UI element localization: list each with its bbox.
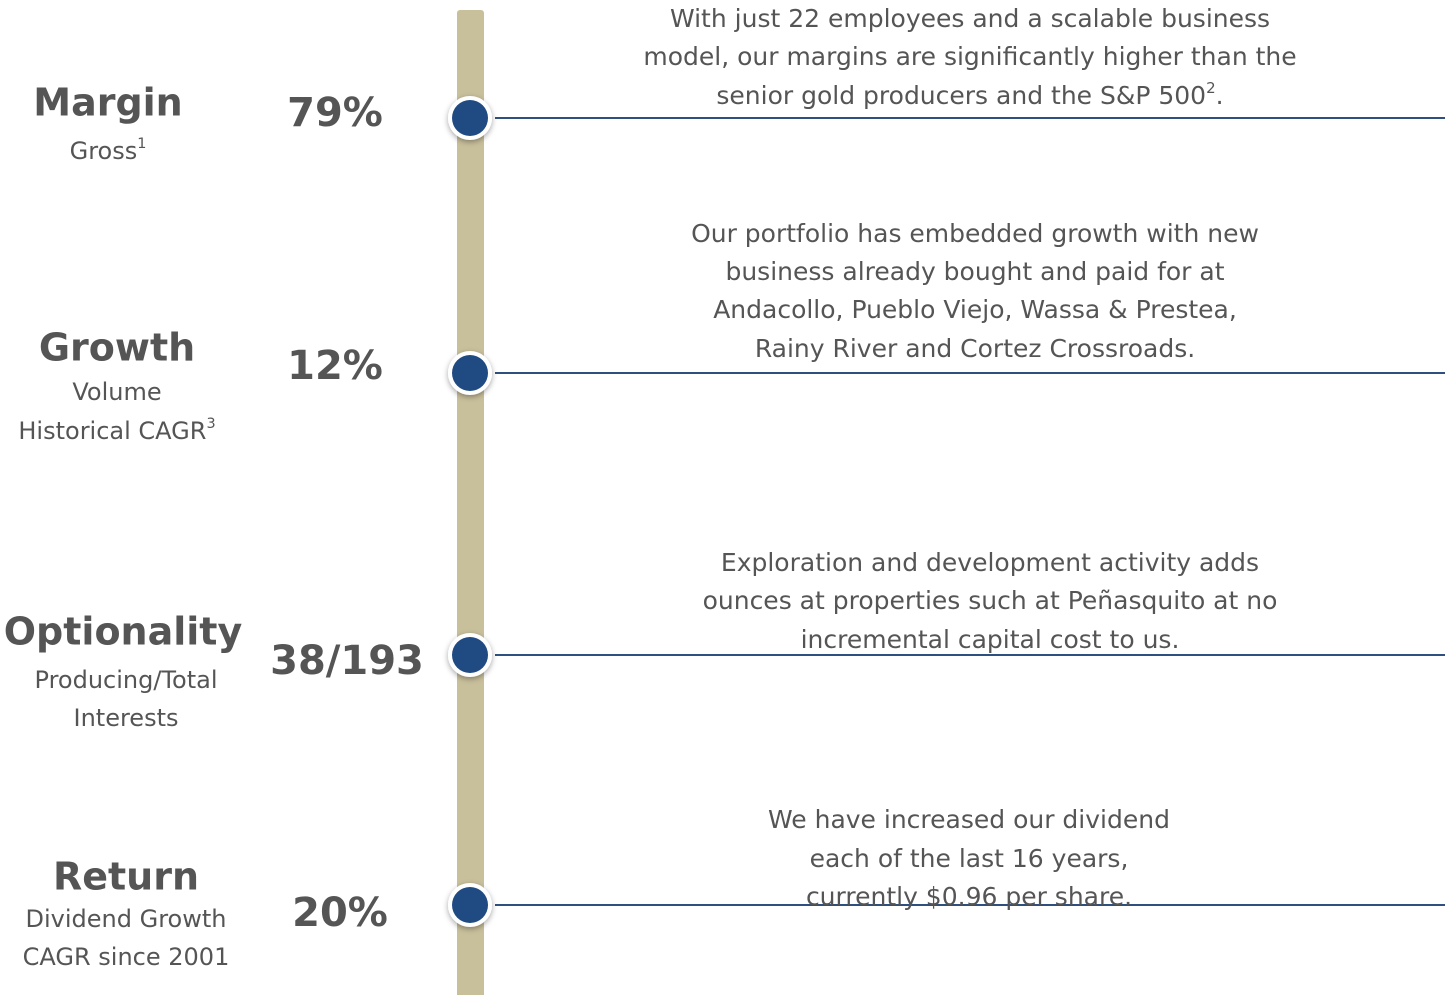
item-subtitle-text: Gross xyxy=(70,137,138,165)
timeline-dot-inner xyxy=(452,355,488,391)
item-description: currently $0.96 per share. xyxy=(806,882,1132,911)
item-description: senior gold producers and the S&P 5002. xyxy=(716,79,1223,111)
item-description: Rainy River and Cortez Crossroads. xyxy=(755,334,1195,363)
item-title: Optionality xyxy=(4,610,243,654)
timeline-dot-inner xyxy=(452,637,488,673)
item-subtitle: Gross1 xyxy=(70,136,147,165)
timeline-dot-inner xyxy=(452,887,488,923)
item-subtitle: Interests xyxy=(74,704,179,732)
item-description: Exploration and development activity add… xyxy=(721,548,1259,577)
item-subtitle-text: Historical CAGR xyxy=(18,417,206,445)
item-description: incremental capital cost to us. xyxy=(801,625,1180,654)
item-description: We have increased our dividend xyxy=(768,805,1170,834)
item-subtitle: Producing/Total xyxy=(35,666,218,694)
item-description: each of the last 16 years, xyxy=(810,844,1129,873)
superscript: 2 xyxy=(1206,79,1216,97)
item-title: Growth xyxy=(39,326,195,370)
item-value: 79% xyxy=(287,90,383,136)
item-description: model, our margins are significantly hig… xyxy=(643,42,1296,71)
content: Margin Gross1 79% With just 22 employees an… xyxy=(4,4,1445,971)
item-description-tail: . xyxy=(1216,81,1224,110)
item-description: business already bought and paid for at xyxy=(725,257,1224,286)
item-description: Andacollo, Pueblo Viejo, Wassa & Prestea… xyxy=(713,295,1237,324)
item-description: Our portfolio has embedded growth with n… xyxy=(691,219,1259,248)
item-subtitle: Dividend Growth xyxy=(26,905,227,933)
item-value: 12% xyxy=(287,343,383,389)
item-value: 38/193 xyxy=(270,638,424,684)
item-description-text: senior gold producers and the S&P 500 xyxy=(716,81,1206,110)
item-value: 20% xyxy=(292,890,388,936)
item-title: Return xyxy=(53,855,199,899)
superscript: 3 xyxy=(206,416,215,432)
superscript: 1 xyxy=(137,136,146,152)
timeline-dot-inner xyxy=(452,100,488,136)
item-title: Margin xyxy=(33,81,182,125)
item-subtitle: Historical CAGR3 xyxy=(18,416,215,445)
item-description: ounces at properties such at Peñasquito … xyxy=(703,586,1278,615)
timeline-bar xyxy=(457,10,484,999)
item-subtitle: Volume xyxy=(72,378,161,406)
item-subtitle: CAGR since 2001 xyxy=(23,943,230,971)
item-description: With just 22 employees and a scalable bu… xyxy=(670,4,1270,33)
